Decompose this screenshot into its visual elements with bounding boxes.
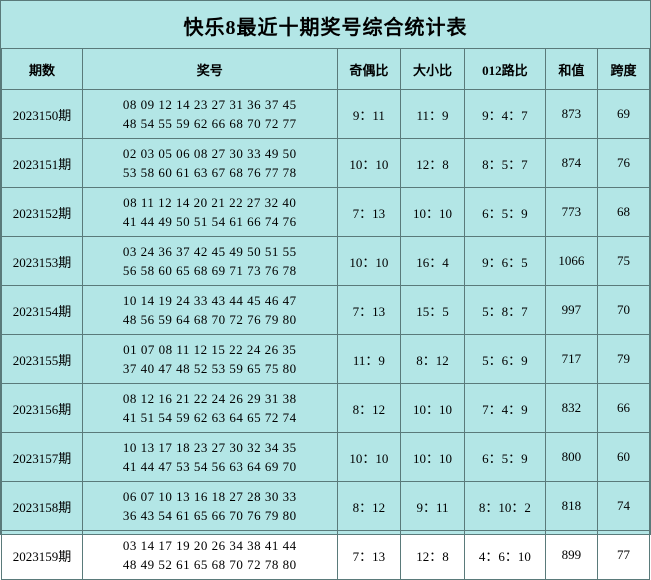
table-row: 2023152期08 11 12 14 20 21 22 27 32 4041 … bbox=[2, 188, 650, 237]
cell-route: 4：6：10 bbox=[464, 531, 545, 580]
table-row: 2023151期02 03 05 06 08 27 30 33 49 5053 … bbox=[2, 139, 650, 188]
cell-big-small: 9：11 bbox=[401, 482, 465, 531]
cell-sum: 899 bbox=[545, 531, 597, 580]
cell-numbers: 06 07 10 13 16 18 27 28 30 3336 43 54 61… bbox=[83, 482, 338, 531]
cell-period: 2023156期 bbox=[2, 384, 83, 433]
cell-numbers: 08 12 16 21 22 24 26 29 31 3841 51 54 59… bbox=[83, 384, 338, 433]
cell-period: 2023157期 bbox=[2, 433, 83, 482]
cell-numbers: 03 24 36 37 42 45 49 50 51 5556 58 60 65… bbox=[83, 237, 338, 286]
cell-sum: 997 bbox=[545, 286, 597, 335]
table-row: 2023156期08 12 16 21 22 24 26 29 31 3841 … bbox=[2, 384, 650, 433]
cell-period: 2023159期 bbox=[2, 531, 83, 580]
cell-odd-even: 7：13 bbox=[337, 286, 401, 335]
cell-sum: 874 bbox=[545, 139, 597, 188]
cell-numbers: 08 09 12 14 23 27 31 36 37 4548 54 55 59… bbox=[83, 90, 338, 139]
cell-span: 69 bbox=[597, 90, 649, 139]
cell-route: 7：4：9 bbox=[464, 384, 545, 433]
table-row: 2023154期10 14 19 24 33 43 44 45 46 4748 … bbox=[2, 286, 650, 335]
cell-sum: 818 bbox=[545, 482, 597, 531]
cell-sum: 773 bbox=[545, 188, 597, 237]
cell-period: 2023158期 bbox=[2, 482, 83, 531]
cell-sum: 873 bbox=[545, 90, 597, 139]
cell-period: 2023151期 bbox=[2, 139, 83, 188]
cell-odd-even: 9：11 bbox=[337, 90, 401, 139]
header-odd-even: 奇偶比 bbox=[337, 49, 401, 90]
header-span: 跨度 bbox=[597, 49, 649, 90]
cell-big-small: 12：8 bbox=[401, 139, 465, 188]
cell-period: 2023155期 bbox=[2, 335, 83, 384]
cell-big-small: 15：5 bbox=[401, 286, 465, 335]
table-row: 2023153期03 24 36 37 42 45 49 50 51 5556 … bbox=[2, 237, 650, 286]
cell-period: 2023152期 bbox=[2, 188, 83, 237]
cell-big-small: 11：9 bbox=[401, 90, 465, 139]
cell-odd-even: 10：10 bbox=[337, 139, 401, 188]
cell-numbers: 03 14 17 19 20 26 34 38 41 4448 49 52 61… bbox=[83, 531, 338, 580]
cell-route: 6：5：9 bbox=[464, 433, 545, 482]
cell-odd-even: 7：13 bbox=[337, 188, 401, 237]
table-row: 2023158期06 07 10 13 16 18 27 28 30 3336 … bbox=[2, 482, 650, 531]
cell-span: 66 bbox=[597, 384, 649, 433]
cell-span: 77 bbox=[597, 531, 649, 580]
cell-route: 5：8：7 bbox=[464, 286, 545, 335]
cell-numbers: 10 13 17 18 23 27 30 32 34 3541 44 47 53… bbox=[83, 433, 338, 482]
cell-odd-even: 7：13 bbox=[337, 531, 401, 580]
cell-big-small: 8：12 bbox=[401, 335, 465, 384]
cell-numbers: 01 07 08 11 12 15 22 24 26 3537 40 47 48… bbox=[83, 335, 338, 384]
cell-odd-even: 10：10 bbox=[337, 433, 401, 482]
cell-odd-even: 10：10 bbox=[337, 237, 401, 286]
cell-big-small: 12：8 bbox=[401, 531, 465, 580]
cell-route: 9：4：7 bbox=[464, 90, 545, 139]
cell-numbers: 08 11 12 14 20 21 22 27 32 4041 44 49 50… bbox=[83, 188, 338, 237]
cell-route: 5：6：9 bbox=[464, 335, 545, 384]
cell-numbers: 02 03 05 06 08 27 30 33 49 5053 58 60 61… bbox=[83, 139, 338, 188]
stats-table: 期数 奖号 奇偶比 大小比 012路比 和值 跨度 2023150期08 09 … bbox=[1, 48, 650, 580]
header-numbers: 奖号 bbox=[83, 49, 338, 90]
cell-route: 6：5：9 bbox=[464, 188, 545, 237]
cell-span: 68 bbox=[597, 188, 649, 237]
table-row: 2023159期03 14 17 19 20 26 34 38 41 4448 … bbox=[2, 531, 650, 580]
cell-odd-even: 11：9 bbox=[337, 335, 401, 384]
cell-span: 60 bbox=[597, 433, 649, 482]
cell-sum: 800 bbox=[545, 433, 597, 482]
table-row: 2023150期08 09 12 14 23 27 31 36 37 4548 … bbox=[2, 90, 650, 139]
header-row: 期数 奖号 奇偶比 大小比 012路比 和值 跨度 bbox=[2, 49, 650, 90]
cell-route: 9：6：5 bbox=[464, 237, 545, 286]
cell-span: 75 bbox=[597, 237, 649, 286]
cell-span: 74 bbox=[597, 482, 649, 531]
cell-period: 2023153期 bbox=[2, 237, 83, 286]
cell-route: 8：5：7 bbox=[464, 139, 545, 188]
table-title: 快乐8最近十期奖号综合统计表 bbox=[1, 1, 650, 48]
cell-span: 76 bbox=[597, 139, 649, 188]
cell-span: 70 bbox=[597, 286, 649, 335]
cell-big-small: 10：10 bbox=[401, 384, 465, 433]
header-big-small: 大小比 bbox=[401, 49, 465, 90]
header-sum: 和值 bbox=[545, 49, 597, 90]
cell-numbers: 10 14 19 24 33 43 44 45 46 4748 56 59 64… bbox=[83, 286, 338, 335]
cell-sum: 832 bbox=[545, 384, 597, 433]
cell-odd-even: 8：12 bbox=[337, 482, 401, 531]
cell-odd-even: 8：12 bbox=[337, 384, 401, 433]
cell-period: 2023154期 bbox=[2, 286, 83, 335]
cell-big-small: 16：4 bbox=[401, 237, 465, 286]
cell-sum: 717 bbox=[545, 335, 597, 384]
stats-table-container: 快乐8最近十期奖号综合统计表 期数 奖号 奇偶比 大小比 012路比 和值 跨度… bbox=[0, 0, 651, 535]
cell-route: 8：10：2 bbox=[464, 482, 545, 531]
table-row: 2023155期01 07 08 11 12 15 22 24 26 3537 … bbox=[2, 335, 650, 384]
cell-big-small: 10：10 bbox=[401, 433, 465, 482]
table-row: 2023157期10 13 17 18 23 27 30 32 34 3541 … bbox=[2, 433, 650, 482]
cell-period: 2023150期 bbox=[2, 90, 83, 139]
cell-big-small: 10：10 bbox=[401, 188, 465, 237]
cell-span: 79 bbox=[597, 335, 649, 384]
cell-sum: 1066 bbox=[545, 237, 597, 286]
header-period: 期数 bbox=[2, 49, 83, 90]
header-route: 012路比 bbox=[464, 49, 545, 90]
